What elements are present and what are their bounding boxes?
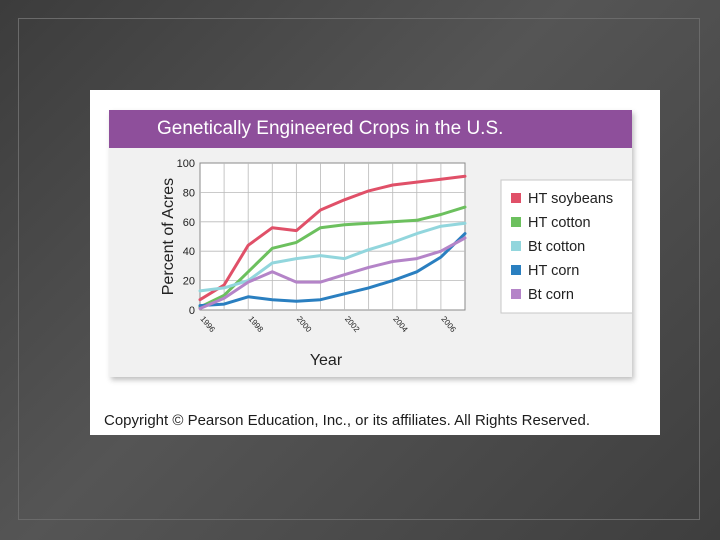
y-tick-label: 0: [189, 305, 195, 317]
legend-label: HT cotton: [528, 215, 591, 231]
chart-title: Genetically Engineered Crops in the U.S.: [109, 110, 632, 148]
series-line: [198, 205, 467, 309]
legend-swatch: [511, 217, 521, 227]
y-axis-label: Percent of Acres: [160, 178, 177, 295]
series-line: [198, 236, 467, 310]
x-tick-label: 1996: [198, 315, 217, 335]
x-tick-label: 2002: [343, 315, 362, 335]
copyright-notice: Copyright © Pearson Education, Inc., or …: [104, 412, 591, 429]
y-tick-label: 60: [183, 217, 195, 229]
x-tick-label: 2006: [439, 315, 458, 335]
legend-label: HT soybeans: [528, 191, 613, 207]
legend-swatch: [511, 193, 521, 203]
figure-card: Genetically Engineered Crops in the U.S.…: [90, 90, 660, 435]
legend-label: HT corn: [528, 263, 579, 279]
series-line: [198, 174, 467, 302]
legend-label: Bt cotton: [528, 239, 585, 255]
line-chart: 0 20 40 60 80 100 1996 1998 2000 2002 2004 2006 Perc…: [160, 158, 632, 369]
x-tick-label: 1998: [247, 315, 266, 335]
series-line: [198, 221, 467, 293]
x-tick-label: 2004: [391, 315, 410, 335]
legend-swatch: [511, 241, 521, 251]
chart-panel: Genetically Engineered Crops in the U.S.…: [109, 110, 632, 377]
slide-frame: [18, 18, 700, 520]
legend: HT soybeans HT cotton Bt cotton HT corn Bt c…: [500, 179, 632, 314]
y-tick-label: 80: [183, 187, 195, 199]
x-tick-label: 2000: [295, 315, 314, 335]
legend-label: Bt corn: [528, 287, 574, 303]
x-axis-label: Year: [310, 352, 343, 369]
legend-box: [500, 179, 632, 314]
series-line: [198, 232, 467, 308]
legend-swatch: [511, 289, 521, 299]
y-tick-label: 20: [183, 276, 195, 288]
legend-swatch: [511, 265, 521, 275]
y-tick-label: 40: [183, 246, 195, 258]
y-tick-label: 100: [177, 158, 195, 170]
